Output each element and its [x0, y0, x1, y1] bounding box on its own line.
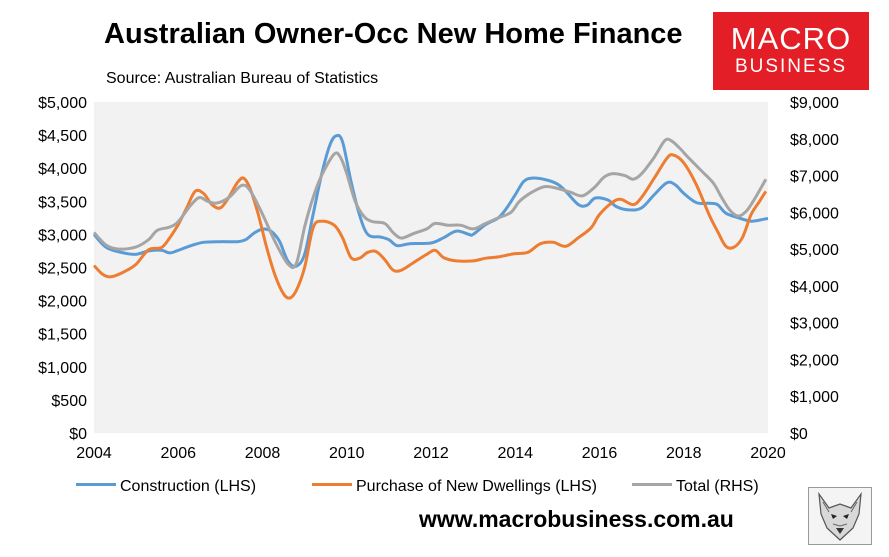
legend-swatch-purchase: [312, 483, 352, 487]
legend: Construction (LHS) Purchase of New Dwell…: [0, 478, 889, 500]
right-tick-label: $2,000: [790, 352, 839, 369]
total-line: [92, 137, 768, 270]
right-tick-label: $0: [790, 426, 808, 443]
construction-line: [92, 133, 769, 268]
right-axis: $0 $1,000 $2,000 $3,000 $4,000 $5,000 $6,000 $7…: [790, 95, 839, 443]
right-tick-label: $4,000: [790, 279, 839, 296]
left-tick-label: $5,000: [38, 95, 87, 112]
line-chart: $0 $500 $1,000 $1,500 $2,000 $2,500 $3,000 $3,5…: [38, 95, 839, 462]
plot-area: [94, 102, 768, 433]
left-tick-label: $4,000: [38, 161, 87, 178]
wolf-head-icon: [808, 487, 872, 545]
x-tick-label: 2016: [582, 445, 618, 462]
legend-item-total: Total (RHS): [632, 478, 759, 496]
legend-label-total: Total (RHS): [676, 478, 759, 495]
x-axis: 2004 2006 2008 2010 2012 2014 2016 2018 2020: [76, 445, 786, 462]
macrobusiness-logo: MACRO BUSINESS: [713, 12, 869, 90]
x-tick-label: 2018: [666, 445, 702, 462]
logo-line-1: MACRO: [730, 21, 852, 56]
right-tick-label: $7,000: [790, 169, 839, 186]
left-tick-label: $3,500: [38, 194, 87, 211]
x-tick-label: 2012: [413, 445, 449, 462]
chart-title: Australian Owner-Occ New Home Finance: [104, 18, 683, 50]
left-tick-label: $2,500: [38, 261, 87, 278]
left-tick-label: $1,000: [38, 360, 87, 377]
x-tick-label: 2014: [497, 445, 533, 462]
x-tick-label: 2004: [76, 445, 112, 462]
legend-label-construction: Construction (LHS): [120, 478, 257, 495]
x-tick-label: 2010: [329, 445, 365, 462]
legend-item-purchase: Purchase of New Dwellings (LHS): [312, 478, 597, 496]
right-tick-label: $5,000: [790, 242, 839, 259]
right-tick-label: $8,000: [790, 132, 839, 149]
right-tick-label: $3,000: [790, 316, 839, 333]
left-tick-label: $3,000: [38, 227, 87, 244]
left-tick-label: $0: [69, 426, 87, 443]
left-tick-label: $500: [51, 393, 87, 410]
left-tick-label: $1,500: [38, 327, 87, 344]
legend-label-purchase: Purchase of New Dwellings (LHS): [356, 478, 597, 495]
series-lines: [92, 133, 769, 300]
left-axis: $0 $500 $1,000 $1,500 $2,000 $2,500 $3,000 $3,5…: [38, 95, 87, 443]
right-tick-label: $9,000: [790, 95, 839, 112]
x-tick-label: 2020: [750, 445, 786, 462]
legend-item-construction: Construction (LHS): [76, 478, 256, 496]
left-tick-label: $2,000: [38, 294, 87, 311]
chart-subtitle: Source: Australian Bureau of Statistics: [106, 70, 379, 87]
x-tick-label: 2008: [245, 445, 281, 462]
right-tick-label: $6,000: [790, 205, 839, 222]
right-tick-label: $1,000: [790, 389, 839, 406]
left-tick-label: $4,500: [38, 128, 87, 145]
legend-swatch-total: [632, 483, 672, 487]
x-tick-label: 2006: [160, 445, 196, 462]
footer-url: www.macrobusiness.com.au: [419, 506, 734, 532]
legend-swatch-construction: [76, 483, 116, 487]
logo-line-2: BUSINESS: [734, 56, 848, 77]
purchase-line: [92, 153, 768, 300]
